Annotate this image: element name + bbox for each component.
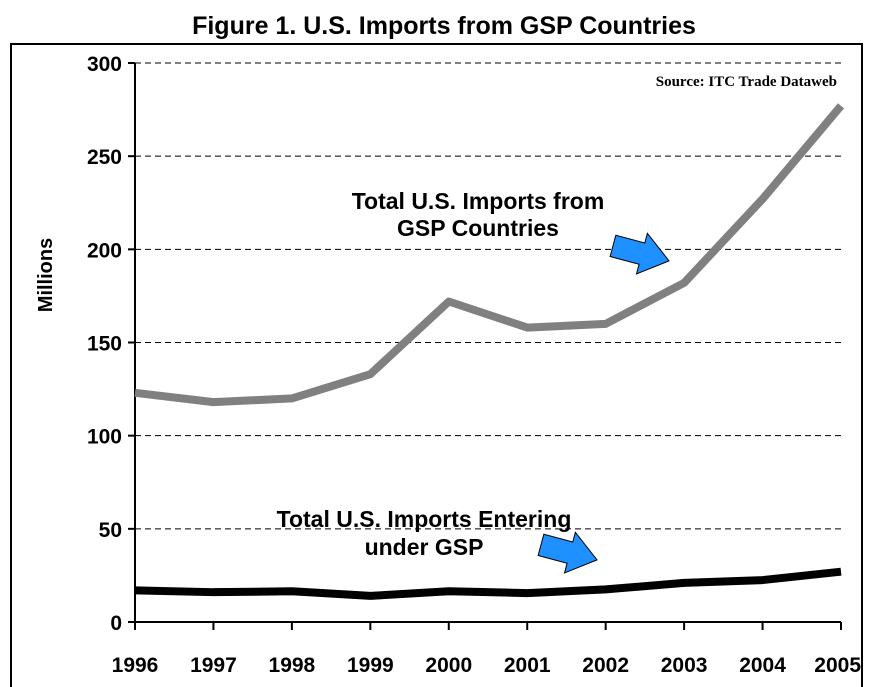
series-label-entering-gsp-line1: Total U.S. Imports Entering [277, 506, 572, 532]
y-tick-label: 50 [99, 519, 122, 542]
series-label-gsp-countries-line1: Total U.S. Imports from [352, 188, 605, 214]
gridlines [135, 62, 841, 530]
arrow-icon [609, 232, 670, 275]
chart-title: Figure 1. U.S. Imports from GSP Countrie… [192, 12, 696, 40]
arrow-icon [537, 531, 598, 574]
series-label-gsp-countries-line2: GSP Countries [397, 215, 559, 241]
x-tick-label: 2001 [504, 654, 551, 677]
y-tick-label: 100 [87, 426, 122, 449]
x-tick-label: 1998 [269, 654, 316, 677]
y-tick-label: 300 [87, 53, 122, 76]
annotation-arrow-icon [537, 531, 598, 574]
x-tick-label: 2003 [661, 654, 708, 677]
y-tick-label: 0 [110, 612, 122, 635]
y-ticks: 0 50 100 150 200 250 300 [87, 53, 135, 635]
series-line-1 [134, 567, 842, 600]
series-label-entering-gsp-line2: under GSP [365, 534, 484, 560]
x-tick-label: 2000 [425, 654, 472, 677]
annotation-arrow-icon [609, 232, 670, 275]
y-tick-label: 250 [87, 146, 122, 169]
chart-frame [10, 43, 863, 687]
y-tick-label: 200 [87, 239, 122, 262]
series [134, 103, 845, 600]
x-tick-label: 1997 [190, 654, 237, 677]
x-tick-label: 2002 [582, 654, 629, 677]
x-tick-label: 1999 [347, 654, 394, 677]
series-line-0 [134, 103, 845, 407]
x-tick-label: 2005 [814, 654, 861, 677]
x-tick-label: 2004 [739, 654, 786, 677]
x-tick-label: 1996 [112, 654, 159, 677]
y-tick-label: 150 [87, 333, 122, 356]
source-note: Source: ITC Trade Dataweb [656, 74, 837, 90]
y-axis-label: Millions [35, 238, 57, 312]
x-ticks: 1996 1997 1998 1999 2000 2001 2002 2003 2004 2005 [112, 622, 861, 677]
